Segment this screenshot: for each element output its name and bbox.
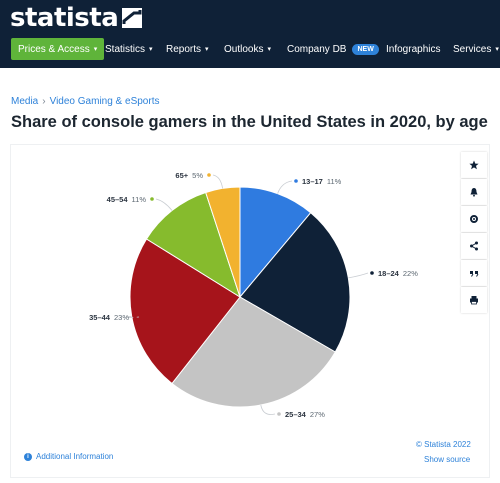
show-source-link[interactable]: Show source <box>424 455 471 464</box>
slice-value: 23% <box>114 313 129 322</box>
settings-button[interactable] <box>461 206 487 232</box>
nav-outlooks[interactable]: Outlooks ▾ <box>224 38 271 60</box>
bell-icon <box>470 188 478 197</box>
slice-value: 5% <box>192 171 203 180</box>
slice-label: 45–54 11% <box>107 195 147 204</box>
additional-information-link[interactable]: i Additional Information <box>24 452 113 461</box>
slice-label: 25–34 27% <box>285 410 325 419</box>
pie-slice-13-17[interactable] <box>239 186 312 299</box>
cite-button[interactable] <box>461 260 487 286</box>
nav-infographics[interactable]: Infographics <box>386 38 440 60</box>
quote-icon <box>470 271 479 277</box>
nav-label: Prices & Access <box>18 43 90 55</box>
slice-value: 22% <box>403 269 418 278</box>
new-badge: NEW <box>352 43 379 55</box>
nav-label: Company DB <box>287 43 347 55</box>
chevron-down-icon: ▾ <box>495 46 499 53</box>
share-icon <box>470 241 478 251</box>
nav-statistics[interactable]: Statistics ▾ <box>105 38 153 60</box>
pie-slice-35-44[interactable] <box>129 238 241 385</box>
copyright-link[interactable]: © Statista 2022 <box>416 440 471 449</box>
leader-line <box>260 404 276 415</box>
chevron-down-icon: ▾ <box>267 46 271 53</box>
chart-toolbar <box>461 152 487 313</box>
nav-label: Reports <box>166 43 202 55</box>
share-button[interactable] <box>461 233 487 259</box>
leader-line <box>277 180 293 194</box>
slice-label: 35–44 23% <box>89 313 129 322</box>
slice-category: 13–17 <box>302 177 323 186</box>
nav-services[interactable]: Services ▾ <box>453 38 499 60</box>
label-dot <box>207 173 211 177</box>
label-dot <box>294 179 298 183</box>
statista-logo[interactable]: statista <box>10 3 143 33</box>
nav-label: Infographics <box>386 43 441 55</box>
nav-company-db[interactable]: Company DB NEW <box>287 38 379 60</box>
nav-label: Services <box>453 43 492 55</box>
chevron-down-icon: ▾ <box>149 46 153 53</box>
notify-button[interactable] <box>461 179 487 205</box>
slice-category: 35–44 <box>89 313 111 322</box>
slice-value: 27% <box>310 410 325 419</box>
nav-prices-access[interactable]: Prices & Access ▾ <box>11 38 105 60</box>
leader-line <box>155 198 173 211</box>
page-title: Share of console gamers in the United St… <box>11 113 488 131</box>
chevron-down-icon: ▾ <box>93 46 98 53</box>
leader-line <box>212 174 223 189</box>
slice-category: 25–34 <box>285 410 307 419</box>
slice-category: 18–24 <box>378 269 400 278</box>
slice-label: 65+ 5% <box>175 171 203 180</box>
breadcrumb-separator: › <box>42 96 46 107</box>
info-icon: i <box>24 452 32 461</box>
breadcrumb: Media › Video Gaming & eSports <box>11 96 159 107</box>
print-button[interactable] <box>461 287 487 313</box>
slice-category: 65+ <box>175 171 188 180</box>
slice-label: 18–24 22% <box>378 269 418 278</box>
chevron-down-icon: ▾ <box>205 46 209 53</box>
nav-label: Outlooks <box>224 43 264 55</box>
favorite-button[interactable] <box>461 152 487 178</box>
main-nav: Prices & Access ▾ Statistics ▾ Reports ▾… <box>0 38 500 62</box>
star-icon <box>469 160 479 170</box>
brand-name: statista <box>10 3 119 33</box>
print-icon <box>470 296 478 305</box>
slice-value: 11% <box>132 195 147 204</box>
breadcrumb-media[interactable]: Media <box>11 96 39 107</box>
leader-line <box>348 272 369 279</box>
additional-information-label: Additional Information <box>36 452 114 461</box>
label-dot <box>277 412 281 416</box>
nav-reports[interactable]: Reports ▾ <box>166 38 209 60</box>
breadcrumb-video-gaming[interactable]: Video Gaming & eSports <box>49 96 160 107</box>
slice-label: 13–17 11% <box>302 177 342 186</box>
top-header: statista Prices & Access ▾ Statistics ▾ … <box>0 0 500 68</box>
slice-value: 11% <box>327 177 342 186</box>
label-dot <box>133 315 137 319</box>
slice-category: 45–54 <box>107 195 129 204</box>
label-dot <box>150 197 154 201</box>
logo-mark-icon <box>122 8 143 28</box>
nav-label: Statistics <box>105 43 146 55</box>
gear-icon <box>470 215 478 223</box>
pie-slice-45-54[interactable] <box>145 191 241 299</box>
label-dot <box>370 271 374 275</box>
